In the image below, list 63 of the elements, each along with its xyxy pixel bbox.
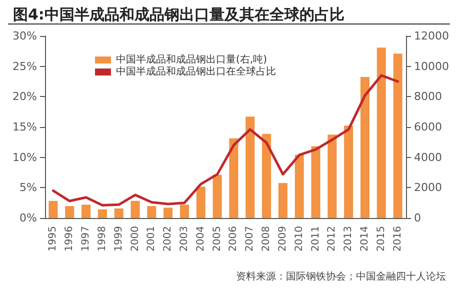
bar bbox=[98, 209, 107, 218]
text: 资料来源：国际钢铁协会；中国金融四十人论坛 bbox=[236, 270, 446, 282]
x-tick-label: 2013 bbox=[343, 226, 354, 252]
x-tick-label: 2009 bbox=[277, 226, 288, 252]
x-tick-label: 2004 bbox=[195, 226, 206, 252]
x-tick-label: 2015 bbox=[376, 226, 387, 252]
bar bbox=[164, 208, 173, 218]
bar bbox=[376, 48, 386, 218]
bar bbox=[48, 200, 58, 218]
y2-tick-label: 8000 bbox=[414, 90, 442, 104]
bar bbox=[262, 134, 272, 218]
bar bbox=[196, 186, 206, 218]
y-tick-label: 25% bbox=[12, 60, 37, 73]
x-tick-label: 2010 bbox=[294, 226, 305, 252]
x-tick-label: 2001 bbox=[146, 226, 158, 252]
legend-label: 中国半成品和成品钢出口在全球占比 bbox=[116, 66, 276, 78]
x-tick-label: 2006 bbox=[228, 226, 240, 252]
x-tick-label: 2007 bbox=[244, 226, 256, 252]
x-tick-label: 2014 bbox=[359, 226, 370, 252]
y2-tick-label: 12000 bbox=[414, 30, 449, 42]
bar bbox=[328, 134, 337, 218]
legend-label: 中国半成品和成品钢出口量(右,吨) bbox=[116, 54, 268, 66]
x-tick-label: 2012 bbox=[326, 226, 338, 252]
y-tick-label: 15% bbox=[12, 120, 37, 134]
bar bbox=[294, 154, 304, 218]
x-tick-label: 2016 bbox=[392, 226, 404, 252]
bar bbox=[393, 54, 402, 218]
x-tick-label: 2002 bbox=[162, 226, 174, 252]
x-tick-label: 2008 bbox=[261, 226, 272, 252]
x-tick-label: 2005 bbox=[212, 226, 223, 252]
y-tick-label: 30% bbox=[12, 30, 37, 42]
chart-title: 图4:中国半成品和成品钢出口量及其在全球的占比 bbox=[13, 6, 344, 24]
x-tick-label: 2011 bbox=[310, 226, 322, 252]
x-tick-label: 1997 bbox=[80, 226, 92, 252]
bar bbox=[360, 76, 370, 218]
bar bbox=[82, 204, 91, 218]
y-tick-label: 5% bbox=[20, 181, 37, 194]
x-tick-label: 1998 bbox=[96, 226, 108, 252]
bar bbox=[246, 116, 255, 218]
bar bbox=[130, 200, 140, 218]
y2-tick-label: 0 bbox=[414, 212, 421, 224]
x-tick-label: 1999 bbox=[113, 226, 124, 252]
x-tick-label: 2000 bbox=[130, 226, 141, 252]
bar bbox=[114, 208, 124, 218]
bar bbox=[229, 138, 238, 218]
bar bbox=[344, 126, 354, 218]
bar bbox=[311, 146, 320, 218]
y2-tick-label: 6000 bbox=[414, 120, 442, 134]
line-series bbox=[52, 74, 400, 207]
bar bbox=[212, 174, 222, 218]
bar bbox=[65, 206, 74, 218]
y-tick-label: 10% bbox=[12, 150, 37, 164]
bar bbox=[147, 206, 156, 218]
x-tick-label: 1995 bbox=[48, 226, 59, 252]
y-tick-label: 0% bbox=[20, 212, 37, 224]
bar bbox=[180, 204, 189, 218]
x-tick-label: 2003 bbox=[178, 226, 190, 252]
bar bbox=[278, 182, 288, 218]
y2-tick-label: 10000 bbox=[414, 60, 449, 73]
y-tick-label: 20% bbox=[12, 90, 37, 104]
y2-tick-label: 2000 bbox=[414, 181, 442, 194]
y2-tick-label: 4000 bbox=[414, 150, 442, 164]
x-tick-label: 1996 bbox=[64, 226, 76, 252]
